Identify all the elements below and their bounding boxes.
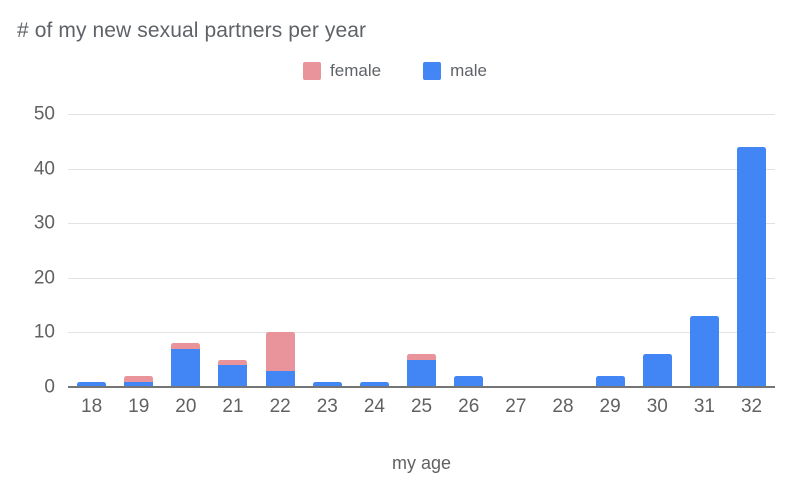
legend-item-female[interactable]: female <box>303 61 381 81</box>
x-tick-24: 24 <box>363 396 385 417</box>
x-tick-19: 19 <box>128 396 150 417</box>
x-tick-18: 18 <box>81 396 103 417</box>
bar-stack-19 <box>124 376 154 387</box>
plot-area <box>68 114 775 388</box>
x-tick-32: 32 <box>740 396 763 417</box>
bar-age-22-female-segment[interactable] <box>265 332 295 371</box>
legend-swatch-female-icon <box>303 62 322 80</box>
bar-age-20-male-segment[interactable] <box>171 348 201 387</box>
bar-age-21-male-segment[interactable] <box>218 365 248 387</box>
bar-age-21-female-segment[interactable] <box>218 359 248 366</box>
x-tick-25: 25 <box>410 396 433 417</box>
bar-stack-30 <box>642 354 672 387</box>
bar-stack-21 <box>218 359 248 387</box>
bar-stack-23 <box>312 381 342 387</box>
bar-age-29[interactable] <box>587 114 634 387</box>
x-tick-21: 21 <box>222 396 244 417</box>
y-tick-0: 0 <box>44 376 55 398</box>
bar-age-26[interactable] <box>445 114 492 387</box>
bar-age-19-male-segment[interactable] <box>124 381 154 387</box>
gridline-20 <box>68 277 775 279</box>
bar-stack-24 <box>359 381 389 387</box>
gridline-40 <box>68 168 775 170</box>
bar-age-30-male-segment[interactable] <box>642 354 672 387</box>
y-tick-40: 40 <box>33 158 55 180</box>
bar-age-31-male-segment[interactable] <box>689 316 719 387</box>
x-axis-labels: 18 19 20 21 22 23 24 25 26 27 28 29 30 31 32 <box>68 396 775 418</box>
bar-stack-26 <box>454 376 484 387</box>
x-axis-line <box>68 386 775 388</box>
x-tick-22: 22 <box>269 396 291 417</box>
bar-age-24-male-segment[interactable] <box>359 381 389 387</box>
bar-age-25-female-segment[interactable] <box>407 354 437 360</box>
x-tick-31: 31 <box>693 396 715 417</box>
y-tick-10: 10 <box>33 321 55 343</box>
x-tick-30: 30 <box>646 396 668 417</box>
bar-stack-20 <box>171 343 201 387</box>
bar-age-21[interactable] <box>209 114 256 387</box>
legend-label-female: female <box>330 61 382 80</box>
bar-age-20[interactable] <box>162 114 209 387</box>
legend-swatch-male-icon <box>423 62 442 80</box>
bar-age-29-male-segment[interactable] <box>595 376 625 387</box>
x-tick-28: 28 <box>552 396 574 417</box>
y-tick-50: 50 <box>33 103 55 125</box>
bar-stack-18 <box>77 381 107 387</box>
legend-label-male: male <box>450 61 487 80</box>
bar-age-32[interactable] <box>728 114 775 387</box>
bar-age-24[interactable] <box>351 114 398 387</box>
bar-age-22-male-segment[interactable] <box>265 370 295 387</box>
bar-age-18-male-segment[interactable] <box>77 381 107 387</box>
bar-stack-32 <box>737 146 767 387</box>
bar-stack-31 <box>689 316 719 387</box>
x-tick-23: 23 <box>316 396 338 417</box>
legend-item-male[interactable]: male <box>423 61 487 81</box>
bar-age-23[interactable] <box>304 114 351 387</box>
bar-stack-29 <box>595 376 625 387</box>
bar-age-28[interactable] <box>539 114 586 387</box>
bar-age-26-male-segment[interactable] <box>454 376 484 387</box>
bar-age-23-male-segment[interactable] <box>312 381 342 387</box>
bar-stack-25 <box>407 354 437 387</box>
chart-legend: female male <box>0 61 790 81</box>
x-tick-20: 20 <box>175 396 197 417</box>
bar-age-31[interactable] <box>681 114 728 387</box>
bar-age-25-male-segment[interactable] <box>407 359 437 387</box>
bar-age-20-female-segment[interactable] <box>171 343 201 349</box>
y-tick-20: 20 <box>33 267 55 289</box>
x-tick-26: 26 <box>458 396 480 417</box>
bar-age-30[interactable] <box>634 114 681 387</box>
bar-age-27[interactable] <box>492 114 539 387</box>
bar-stack-22 <box>265 332 295 387</box>
gridline-30 <box>68 223 775 225</box>
y-tick-30: 30 <box>33 212 55 234</box>
gridline-50 <box>68 114 775 115</box>
y-axis-labels: 0 10 20 30 40 50 <box>0 105 55 397</box>
x-tick-27: 27 <box>505 396 527 417</box>
x-axis-title[interactable]: my age <box>391 453 452 473</box>
bar-age-25[interactable] <box>398 114 445 387</box>
bar-age-32-male-segment[interactable] <box>737 146 767 387</box>
bars-row <box>68 114 775 387</box>
chart-title[interactable]: # of my new sexual partners per year <box>17 19 367 42</box>
bar-age-18[interactable] <box>68 114 115 387</box>
bar-age-22[interactable] <box>257 114 304 387</box>
bar-age-19-female-segment[interactable] <box>124 376 154 382</box>
gridline-10 <box>68 332 775 334</box>
bar-age-19[interactable] <box>115 114 162 387</box>
x-tick-29: 29 <box>599 396 621 417</box>
